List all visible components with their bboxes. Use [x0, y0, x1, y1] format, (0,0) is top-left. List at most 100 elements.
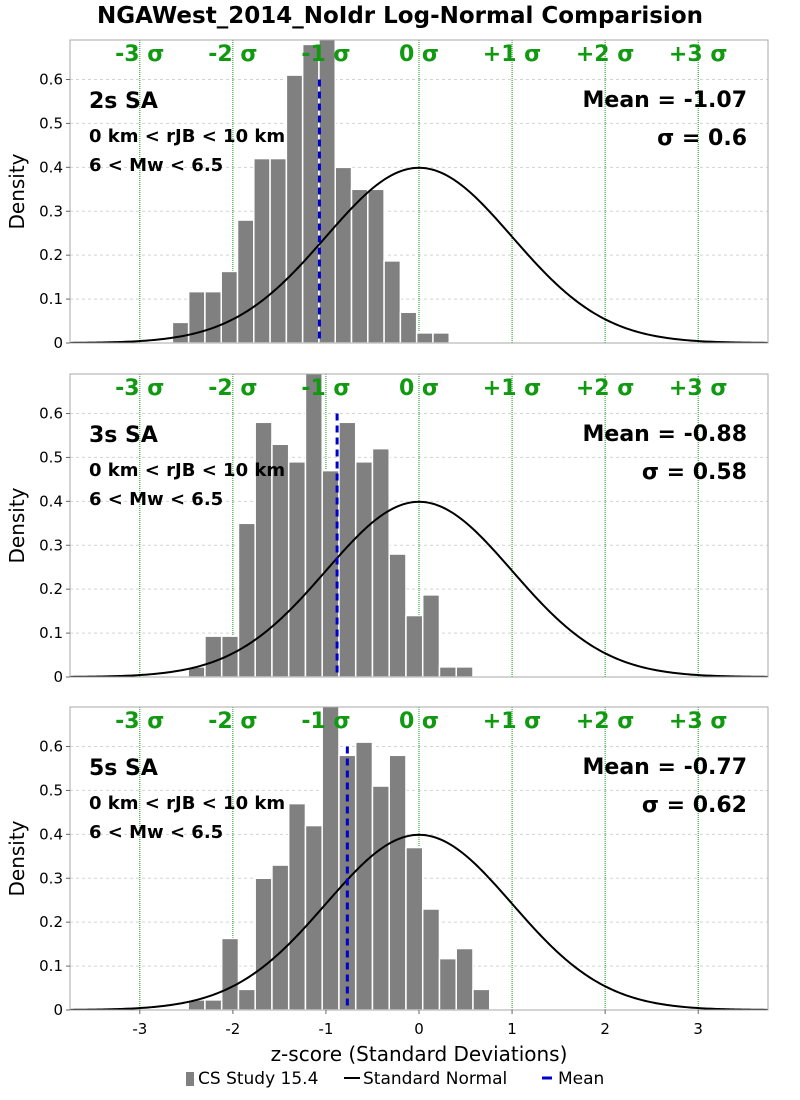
sigma-value-label: σ = 0.58 [642, 460, 747, 485]
histogram-bar [438, 957, 457, 1010]
legend-item-mean: Mean [558, 1069, 604, 1089]
legend-item-histogram: CS Study 15.4 [198, 1069, 318, 1089]
panel-3: 0 0.1 0.2 0.3 0.4 0.5 0.6 Density -3 σ -2 σ -1 σ 0 … [5, 706, 769, 1038]
sigma-label: +2 σ [576, 376, 635, 401]
panel-2: 0 0.1 0.2 0.3 0.4 0.5 0.6 Density -3 σ -2 σ -1 σ 0 … [5, 373, 769, 686]
normal-curve [70, 833, 768, 1010]
histogram-bar [432, 332, 450, 343]
y-tick-label: 0.2 [39, 913, 63, 931]
x-tick-label: -2 [225, 1020, 240, 1038]
y-tick-label: 0.2 [39, 246, 63, 264]
y-tick-label: 0 [53, 668, 63, 686]
histogram-bar [304, 374, 323, 677]
panel-1: 0 0.1 0.2 0.3 0.4 0.5 0.6 Density -3 σ -2 σ -1 σ 0 … [5, 39, 769, 352]
histogram-bar [354, 741, 374, 1010]
legend: CS Study 15.4 Standard Normal Mean [186, 1069, 604, 1089]
histogram-bar [171, 321, 190, 343]
histogram-bar [367, 188, 385, 343]
histogram-bar [285, 74, 304, 343]
y-tick-label: 0.2 [39, 580, 63, 598]
sigma-label: -3 σ [115, 376, 164, 401]
histogram-bar [405, 846, 424, 1010]
x-tick-label: 1 [507, 1020, 517, 1038]
normal-curve [70, 500, 768, 677]
sigma-label: -3 σ [115, 709, 164, 734]
sigma-label: -1 σ [301, 376, 350, 401]
sigma-label: +1 σ [483, 376, 542, 401]
histogram-bar [301, 43, 320, 343]
histogram-bar [254, 877, 273, 1010]
sigma-label: 0 σ [399, 709, 439, 734]
x-tick-label: -3 [132, 1020, 147, 1038]
histogram-bar [371, 447, 390, 677]
sigma-label: +3 σ [669, 376, 728, 401]
y-axis-label: Density [5, 153, 29, 229]
histogram-bar [350, 188, 369, 343]
sigma-label: +3 σ [669, 42, 728, 67]
magnitude-range-label: 6 < Mw < 6.5 [89, 155, 223, 176]
histogram-bar [338, 421, 357, 677]
legend-bar-swatch [186, 1072, 194, 1086]
sigma-label: +2 σ [576, 709, 635, 734]
histogram-bar [220, 270, 239, 343]
histogram-bar [237, 988, 256, 1010]
sigma-label: +1 σ [483, 709, 542, 734]
histogram-bar [421, 908, 441, 1010]
x-tick-label: -1 [318, 1020, 333, 1038]
y-axis-label: Density [5, 820, 29, 896]
sigma-label: -3 σ [115, 42, 164, 67]
histogram-bar [204, 635, 223, 677]
plot-area [70, 40, 768, 343]
panel-title: 2s SA [89, 89, 158, 114]
x-axis-label: z-score (Standard Deviations) [271, 1042, 568, 1066]
histogram-bar [187, 290, 206, 343]
histogram-bar [455, 947, 474, 1010]
y-tick-label: 0 [53, 334, 63, 352]
chart-panels: 0 0.1 0.2 0.3 0.4 0.5 0.6 Density -3 σ -2 σ -1 σ 0 … [5, 39, 769, 1038]
distance-range-label: 0 km < rJB < 10 km [89, 126, 285, 147]
histogram-bar [371, 785, 390, 1010]
histogram-bar [388, 754, 407, 1010]
y-tick-label: 0.5 [39, 448, 63, 466]
y-tick-label: 0.1 [39, 957, 63, 975]
y-tick-label: 0.4 [39, 825, 63, 843]
sigma-label: 0 σ [399, 42, 439, 67]
sigma-label: -2 σ [208, 376, 257, 401]
histogram-bar [455, 666, 474, 677]
y-tick-label: 0.4 [39, 158, 63, 176]
sigma-label: -2 σ [208, 42, 257, 67]
sigma-label: +2 σ [576, 42, 635, 67]
sigma-label: -1 σ [301, 709, 350, 734]
x-tick-label: 0 [414, 1020, 424, 1038]
panel-title: 5s SA [89, 756, 158, 781]
plot-frame [69, 373, 769, 678]
y-tick-label: 0.5 [39, 114, 63, 132]
histogram-bar [354, 461, 374, 677]
histogram-bar [383, 260, 402, 343]
x-tick-label: 2 [600, 1020, 610, 1038]
histogram-bar [253, 157, 271, 343]
sigma-label: +3 σ [669, 709, 728, 734]
histogram-bar [318, 40, 336, 343]
histogram-bar [287, 802, 307, 1010]
histogram-bar [438, 666, 457, 677]
clipped-content [70, 707, 768, 1010]
sigma-value-label: σ = 0.62 [642, 793, 747, 818]
histogram-bar [321, 707, 340, 1010]
histogram-bar [405, 614, 424, 677]
sigma-label: +1 σ [483, 42, 542, 67]
normal-curve [70, 166, 768, 343]
y-axis-label: Density [5, 487, 29, 563]
mean-value-label: Mean = -0.88 [583, 422, 747, 447]
magnitude-range-label: 6 < Mw < 6.5 [89, 489, 223, 510]
legend-item-normal: Standard Normal [363, 1069, 507, 1089]
histogram-bar [388, 553, 407, 677]
histogram-bar [421, 594, 441, 677]
histogram-bar [287, 461, 307, 677]
y-tick-label: 0.6 [39, 71, 63, 89]
y-tick-label: 0.3 [39, 869, 63, 887]
mean-value-label: Mean = -0.77 [583, 755, 747, 780]
y-tick-label: 0.4 [39, 492, 63, 510]
histogram-bar [271, 864, 290, 1010]
